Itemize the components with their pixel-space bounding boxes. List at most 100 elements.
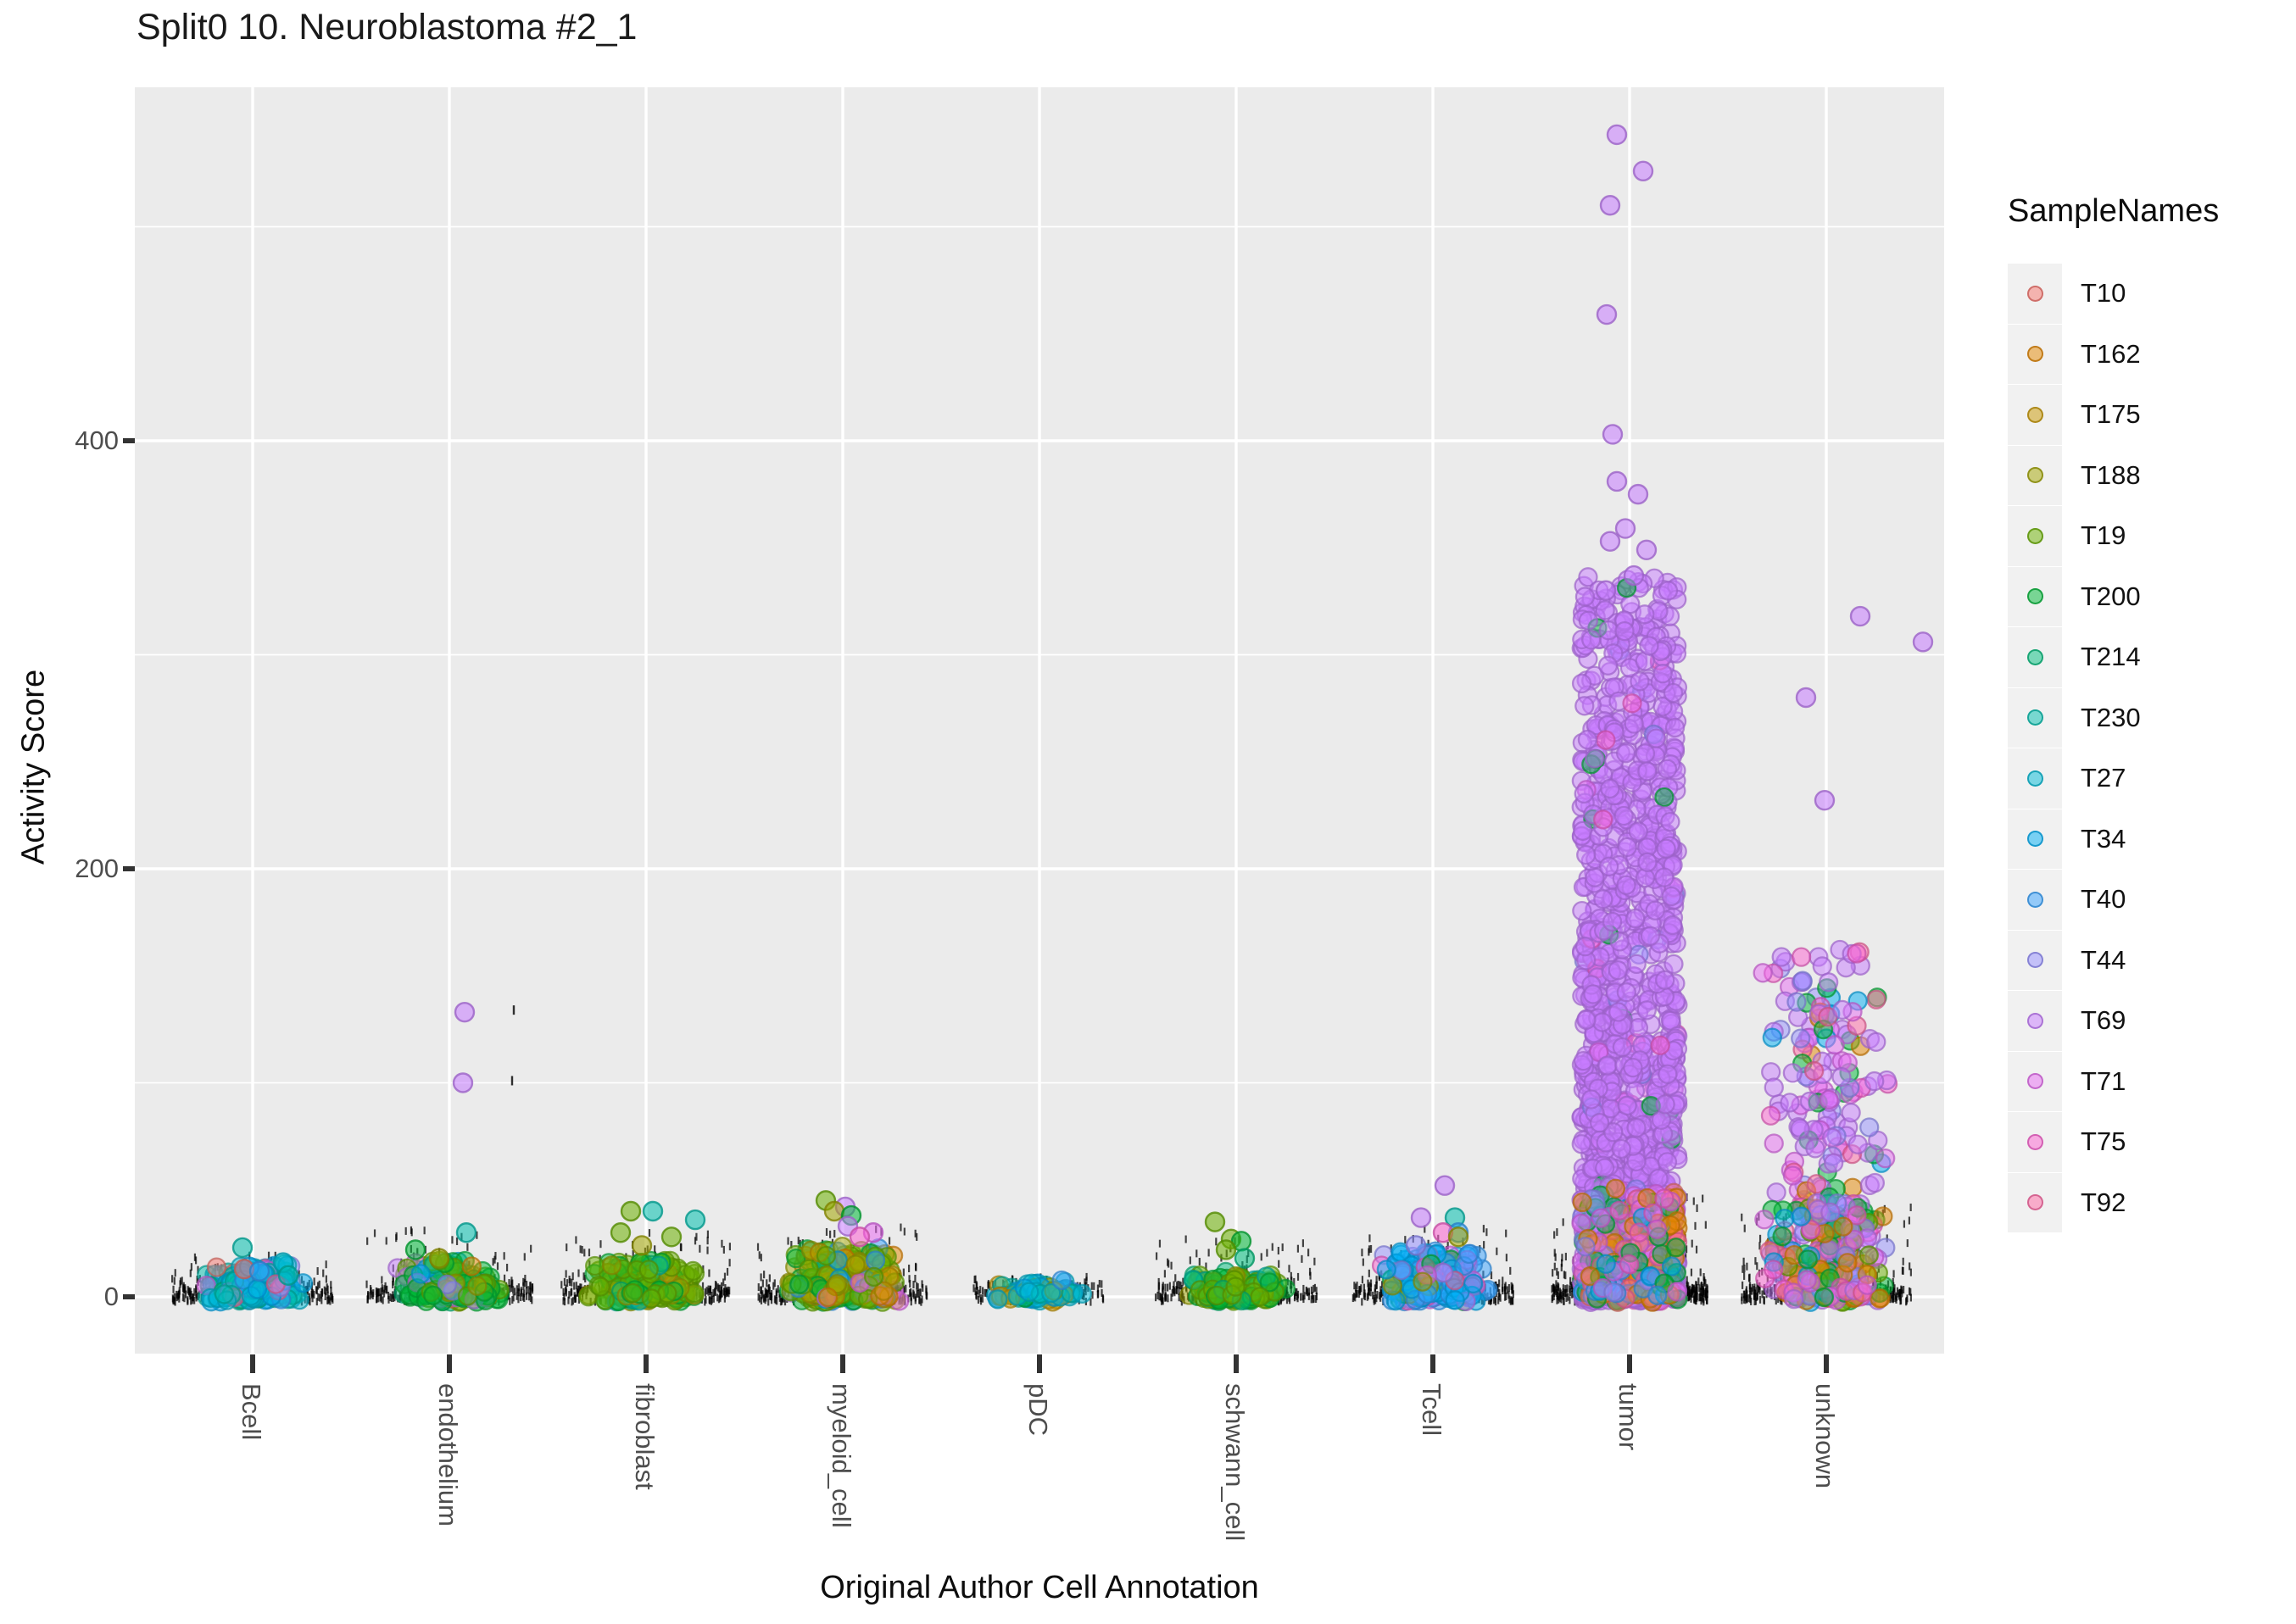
data-point-unknown-T69 [1912,631,1934,653]
legend-label-T10: T10 [2081,278,2126,309]
data-point-tumor-T69 [1602,424,1624,445]
legend-key-T69 [2008,991,2062,1051]
category-points-unknown [1753,605,1934,1312]
data-point-tumor-T69 [1599,195,1621,216]
legend-item-T162: T162 [2008,324,2288,384]
legend-item-T27: T27 [2008,748,2288,809]
legend-swatch-icon [2026,831,2043,848]
legend-swatch-icon [2026,770,2043,787]
legend-item-T34: T34 [2008,809,2288,869]
data-point-myeloid_cell-T75 [849,1226,871,1248]
legend-label-T19: T19 [2081,520,2126,551]
data-point-Tcell-T69 [1434,1175,1456,1196]
category-points-Bcell [196,1237,314,1312]
data-point-tumor-T69 [1627,483,1649,505]
legend-item-T175: T175 [2008,385,2288,445]
data-point-tumor-T69 [1632,160,1654,182]
legend-label-T162: T162 [2081,338,2141,369]
legend-label-T40: T40 [2081,884,2126,915]
legend-label-T200: T200 [2081,581,2141,611]
data-point-schwann_cell-T19 [1204,1211,1226,1232]
legend-swatch-icon [2026,709,2043,726]
x-axis-title: Original Author Cell Annotation [820,1570,1259,1605]
data-point-fibroblast-T19 [620,1200,642,1222]
legend-swatch-icon [2026,891,2043,908]
legend-item-T40: T40 [2008,870,2288,930]
legend-label-T69: T69 [2081,1005,2126,1036]
data-point-tumor-T69 [1596,303,1618,325]
legend-item-T188: T188 [2008,445,2288,505]
legend-key-T200 [2008,566,2062,626]
legend-label-T34: T34 [2081,823,2126,854]
category-points-endothelium [387,1001,510,1312]
data-point-tumor-T69 [1636,539,1658,560]
legend-item-T19: T19 [2008,506,2288,566]
legend-key-T175 [2008,385,2062,445]
data-point-fibroblast-T230 [684,1209,706,1231]
data-point-schwann_cell-T19 [1215,1239,1237,1260]
legend-item-T230: T230 [2008,687,2288,748]
legend-item-T69: T69 [2008,991,2288,1051]
data-point-fibroblast-T188 [631,1235,653,1256]
x-tick-label-fibroblast: fibroblast [630,1383,660,1490]
legend-swatch-icon [2026,346,2043,363]
legend: SampleNames T10 T162 T175 T188 T19 T200 T214 T2… [2008,193,2288,1233]
legend-item-T200: T200 [2008,566,2288,626]
x-tick-label-schwann_cell: schwann_cell [1220,1383,1250,1542]
legend-swatch-icon [2026,406,2043,423]
legend-swatch-icon [2026,1133,2043,1150]
legend-swatch-icon [2026,952,2043,969]
legend-label-T44: T44 [2081,944,2126,975]
legend-item-T44: T44 [2008,930,2288,990]
category-points-schwann_cell [1179,1211,1296,1311]
category-points-pDC [985,1270,1092,1312]
legend-key-T188 [2008,445,2062,505]
legend-swatch-icon [2026,1194,2043,1211]
legend-swatch-icon [2026,648,2043,665]
legend-items: T10 T162 T175 T188 T19 T200 T214 T230 T27 T34 T40 T… [2008,264,2288,1232]
legend-label-T27: T27 [2081,763,2126,793]
data-point-tumor-T69 [1595,580,1617,601]
legend-key-T27 [2008,748,2062,809]
data-point-Bcell-T230 [231,1237,254,1259]
y-tick-label-0: 0 [103,1282,119,1311]
category-points-tumor [1571,124,1688,1312]
legend-label-T188: T188 [2081,459,2141,490]
legend-label-T71: T71 [2081,1065,2126,1096]
data-point-Tcell-T44 [1405,1235,1427,1256]
axis-ticks [123,438,1829,1373]
legend-item-T10: T10 [2008,264,2288,324]
x-tick-label-Tcell: Tcell [1417,1383,1446,1437]
x-tick-label-Bcell: Bcell [237,1383,266,1441]
data-point-unknown-T69 [1814,790,1836,811]
data-point-tumor-T69 [1614,518,1636,539]
legend-item-T75: T75 [2008,1112,2288,1172]
legend-swatch-icon [2026,527,2043,544]
legend-swatch-icon [2026,1012,2043,1029]
data-point-unknown-T69 [1849,605,1871,627]
legend-key-T230 [2008,687,2062,748]
data-point-tumor-T69 [1599,531,1621,552]
category-points-myeloid_cell [778,1190,910,1312]
data-point-fibroblast-T230 [642,1200,664,1222]
data-point-tumor-T69 [1606,470,1628,492]
legend-title: SampleNames [2008,193,2220,229]
data-point-Tcell-T188 [1447,1226,1469,1248]
legend-key-T162 [2008,324,2062,384]
x-tick-label-unknown: unknown [1810,1383,1840,1489]
y-tick-label-400: 400 [75,425,119,455]
legend-key-T19 [2008,506,2062,566]
data-point-tumor-T69 [1623,565,1645,587]
x-tick-label-pDC: pDC [1023,1383,1053,1437]
legend-swatch-icon [2026,588,2043,605]
legend-swatch-icon [2026,285,2043,302]
legend-label-T75: T75 [2081,1126,2126,1157]
data-point-Bcell-T40 [248,1260,270,1282]
legend-item-T71: T71 [2008,1051,2288,1111]
legend-swatch-icon [2026,467,2043,484]
x-tick-label-myeloid_cell: myeloid_cell [827,1383,856,1528]
data-point-fibroblast-T19 [660,1226,683,1248]
data-point-unknown-T69 [1795,687,1817,709]
